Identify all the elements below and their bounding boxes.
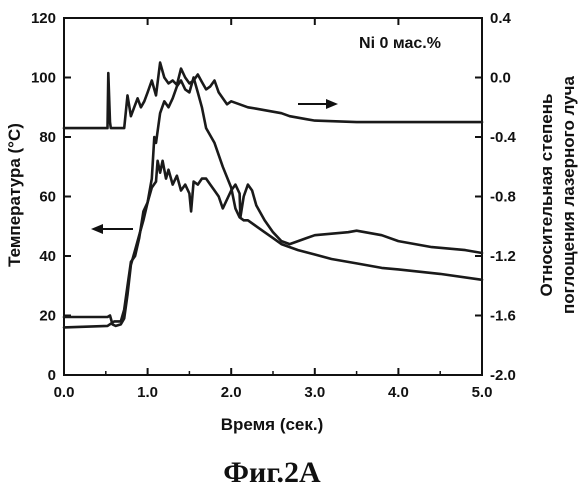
x-tick-label: 0.0 <box>54 384 75 401</box>
y-right-tick-label: -1.2 <box>490 248 516 265</box>
chart-annotation: Ni 0 мас.% <box>359 35 441 52</box>
y-left-tick-label: 20 <box>39 308 56 325</box>
y-left-tick-label: 100 <box>31 70 56 87</box>
y-right-tick-label: 0.0 <box>490 70 511 87</box>
x-axis-ticks: 0.0 1.0 2.0 3.0 4.0 5.0 <box>54 18 493 401</box>
y-left-axis-title: Температура (°C) <box>5 123 24 267</box>
x-tick-label: 1.0 <box>137 384 158 401</box>
x-tick-label: 2.0 <box>221 384 242 401</box>
y-left-tick-label: 80 <box>39 129 56 146</box>
y-right-tick-label: -2.0 <box>490 367 516 384</box>
series-group <box>64 63 482 328</box>
right-arrow-icon <box>298 99 338 109</box>
y-right-tick-label: -0.4 <box>490 129 517 146</box>
y-left-tick-label: 40 <box>39 248 56 265</box>
y-left-tick-label: 0 <box>48 367 56 384</box>
series-line-1 <box>64 63 482 129</box>
y-right-tick-label: -1.6 <box>490 308 516 325</box>
x-tick-label: 4.0 <box>388 384 409 401</box>
x-tick-label: 3.0 <box>304 384 325 401</box>
plot-frame <box>64 18 482 375</box>
x-axis-title: Время (сек.) <box>221 415 324 434</box>
y-left-tick-label: 60 <box>39 189 56 206</box>
figure-caption: Фиг.2А <box>223 456 321 489</box>
x-tick-label: 5.0 <box>472 384 493 401</box>
y-right-tick-label: 0.4 <box>490 10 512 27</box>
left-arrow-icon <box>91 224 133 234</box>
y-left-tick-label: 120 <box>31 10 56 27</box>
y-right-axis-title-line-2: поглощения лазерного луча <box>559 75 578 313</box>
y-right-axis-title-line-1: Относительная степень <box>537 94 556 297</box>
y-right-tick-label: -0.8 <box>490 189 516 206</box>
